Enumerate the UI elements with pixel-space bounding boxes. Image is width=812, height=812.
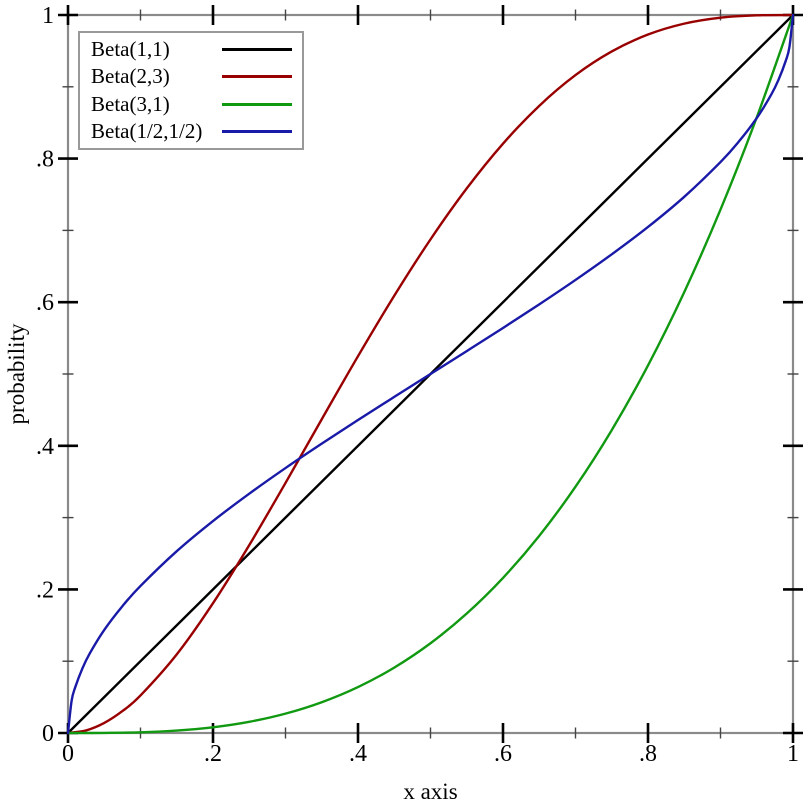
y-tick-label: 1 (42, 3, 54, 29)
y-tick-label: 0 (42, 721, 54, 747)
legend: Beta(1,1) Beta(2,3) Beta(3,1) Beta(1/2,1… (78, 31, 304, 150)
legend-line-sample (222, 102, 292, 106)
legend-item: Beta(3,1) (91, 91, 292, 116)
legend-label: Beta(1/2,1/2) (91, 118, 203, 143)
x-tick-label: 1 (787, 741, 799, 767)
legend-item: Beta(1/2,1/2) (91, 118, 292, 143)
x-tick-label: .6 (494, 741, 512, 767)
x-tick-label: .4 (349, 741, 367, 767)
curve-beta-2-3 (66, 13, 795, 735)
x-tick-label: .2 (204, 741, 222, 767)
legend-item: Beta(2,3) (91, 66, 292, 87)
legend-label: Beta(3,1) (91, 91, 170, 116)
legend-line-sample (222, 129, 292, 133)
y-axis-title: probability (4, 323, 29, 424)
legend-line-sample (222, 75, 292, 79)
y-tick-label: .8 (36, 147, 54, 173)
x-tick-label: 0 (62, 741, 74, 767)
legend-label: Beta(1,1) (91, 37, 170, 62)
y-tick-label: .2 (36, 577, 54, 603)
y-tick-label: .4 (36, 434, 54, 460)
legend-item: Beta(1,1) (91, 39, 292, 60)
x-axis-title: x axis (403, 779, 457, 804)
legend-label: Beta(2,3) (91, 64, 170, 89)
x-tick-label: .8 (639, 741, 657, 767)
y-tick-label: .6 (36, 290, 54, 316)
legend-line-sample (222, 48, 292, 52)
curve-beta-1-2-1-2 (66, 13, 795, 735)
curve-beta-3-1 (66, 13, 795, 735)
